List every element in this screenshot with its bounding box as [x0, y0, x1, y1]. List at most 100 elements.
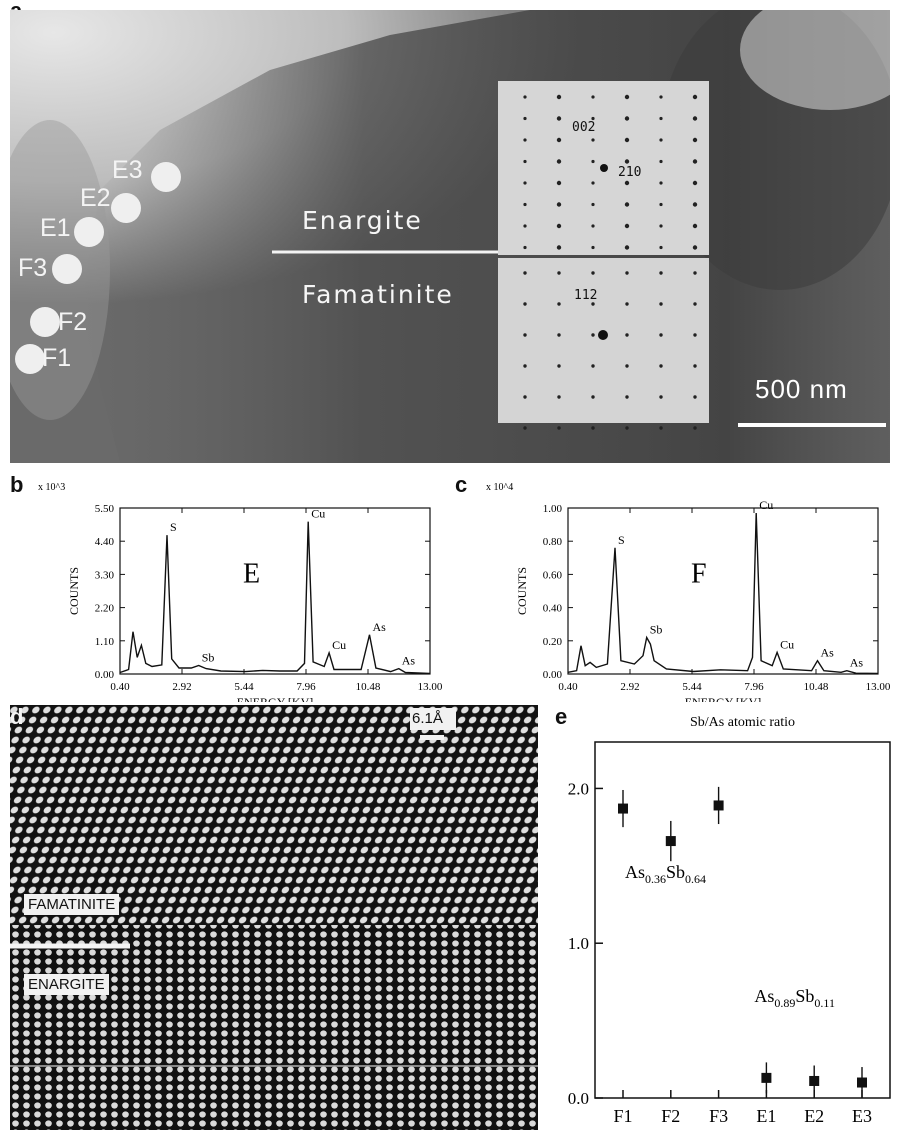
peak-label: S [618, 533, 625, 547]
diffraction-spot [591, 159, 595, 164]
spot-f1 [15, 344, 45, 374]
plot-frame [567, 507, 879, 675]
hrtem-image: FAMATINITE ENARGITE 6.1Å [10, 705, 538, 1130]
diffraction-spot [624, 245, 630, 250]
diffraction-spot [692, 223, 698, 229]
diffraction-spot [659, 138, 663, 142]
peak-label: Cu [780, 637, 794, 651]
diffraction-spot [693, 302, 697, 306]
peak-label: As [372, 620, 386, 634]
diffraction-spot [625, 426, 629, 430]
x-tick-label: 7.96 [296, 681, 316, 693]
eds-spectrum-e: x 10^3 0.00 1.10 2.20 3.30 4.40 5.50 0.40 2.92 5.… [38, 482, 443, 702]
y-tick-label: 0.00 [95, 669, 115, 681]
peak-label: As [820, 646, 834, 660]
x-tick-label: E1 [756, 1106, 776, 1126]
diffraction-spot [624, 180, 630, 186]
diffraction-spot [557, 364, 561, 368]
spot-label-e3: E3 [112, 156, 143, 184]
diffraction-spot [624, 159, 630, 164]
diffraction-spot [523, 224, 527, 228]
diffraction-spot [591, 95, 595, 99]
diffraction-spot [591, 333, 595, 337]
phase-label-enargite: Enargite [302, 206, 423, 235]
y-axis-label: COUNTS [515, 567, 529, 615]
label-enargite: ENARGITE [24, 974, 109, 995]
diffraction-spot [692, 159, 698, 164]
diffraction-spot [523, 245, 527, 250]
diffraction-spot [659, 395, 663, 399]
peak-label: As [850, 656, 864, 670]
scale-bar-label: 500 nm [755, 374, 848, 404]
spot-label-f2: F2 [58, 308, 88, 336]
diffraction-spot [625, 271, 629, 275]
tem-micrograph-background [10, 10, 890, 463]
diffraction-spot [659, 202, 663, 207]
y-tick-label: 0.40 [543, 603, 563, 615]
diffraction-spot [659, 159, 663, 164]
diffraction-spot [557, 395, 561, 399]
diffraction-spot [625, 302, 629, 306]
spot-e1 [74, 217, 104, 247]
diffraction-pattern-famatinite [523, 271, 697, 430]
diffraction-spot [693, 426, 697, 430]
x-tick-label: 2.92 [620, 681, 639, 693]
diffraction-spot [693, 271, 697, 275]
sb-as-ratio-chart: Sb/As atomic ratio 0.0 1.0 2.0 F1 F2 F3 E1 E2 E3 A… [568, 715, 891, 1126]
spot-label-e1: E1 [40, 214, 71, 242]
y-tick-label: 1.00 [543, 503, 563, 515]
diffraction-spot [557, 333, 561, 337]
diffraction-spot [659, 95, 663, 99]
x-tick-label: 10.48 [804, 681, 829, 693]
diffraction-spot [625, 364, 629, 368]
diffraction-spot [625, 395, 629, 399]
diffraction-spot [523, 181, 527, 185]
spectrum-line [567, 512, 879, 675]
diffraction-spot [591, 116, 595, 121]
diffraction-spot [591, 181, 595, 185]
plot-frame [119, 507, 431, 675]
y-tick-label: 0.60 [543, 569, 563, 581]
diffraction-spot [591, 395, 595, 399]
spot-e3 [151, 162, 181, 192]
diffraction-spot [591, 202, 595, 207]
diffraction-spot [624, 202, 630, 207]
plot-frame [594, 741, 891, 1099]
x-tick-label: F2 [661, 1106, 680, 1126]
peak-label: Cu [332, 638, 346, 652]
diffraction-spot [693, 395, 697, 399]
diffraction-spot [556, 245, 562, 250]
panel-e-letter: e [555, 704, 568, 729]
data-point [618, 803, 628, 814]
x-tick-label: 5.44 [682, 681, 702, 693]
diffraction-spot [624, 116, 630, 121]
diffraction-spot [556, 159, 562, 164]
diffraction-spot [557, 302, 561, 306]
diffraction-spot [523, 116, 527, 121]
tem-micrograph: E3 E2 E1 F3 F2 F1 Enargite Famatinite 00… [10, 10, 890, 463]
y-multiplier: x 10^3 [38, 482, 65, 493]
x-tick-label: 0.40 [558, 681, 578, 693]
peak-label: Sb [202, 651, 215, 665]
lattice-scale-label: 6.1Å [412, 710, 443, 727]
phase-label-famatinite: Famatinite [302, 280, 454, 309]
diffraction-spot [624, 137, 630, 143]
diffraction-spot [659, 224, 663, 228]
diffraction-spot [659, 116, 663, 121]
diffraction-spot [556, 202, 562, 207]
y-multiplier: x 10^4 [486, 482, 513, 493]
y-tick-label: 0.80 [543, 536, 563, 548]
spectrum-line [119, 521, 431, 675]
spot-label-e2: E2 [80, 184, 111, 212]
diffraction-pattern-enargite [523, 94, 698, 250]
diffraction-spot [624, 223, 630, 229]
x-tick-label: 2.92 [172, 681, 191, 693]
diffraction-spot [591, 271, 595, 275]
diffraction-spot [557, 271, 561, 275]
diffraction-spot [659, 181, 663, 185]
diffraction-spot [692, 180, 698, 186]
y-tick-label: 4.40 [95, 536, 115, 548]
diffraction-spot [659, 271, 663, 275]
diffraction-spot [591, 364, 595, 368]
diffraction-spot [625, 333, 629, 337]
